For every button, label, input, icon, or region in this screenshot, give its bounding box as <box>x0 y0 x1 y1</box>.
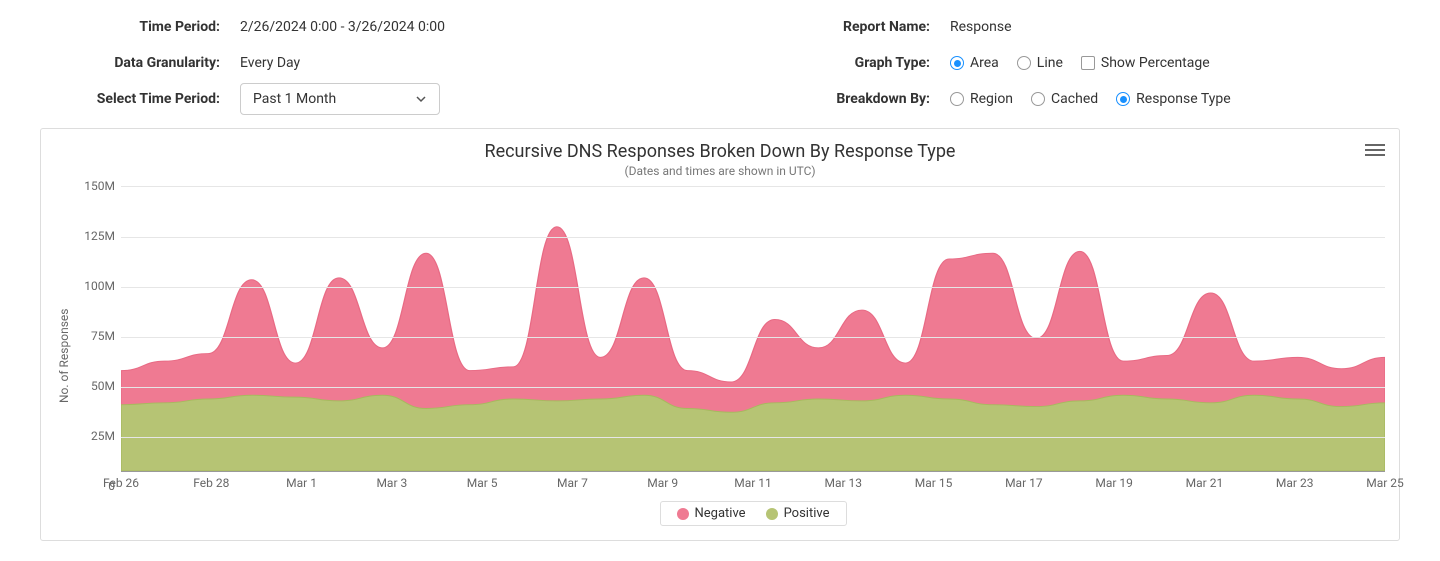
chart-legend: Negative Positive <box>660 501 847 526</box>
x-axis-labels: Feb 26Feb 28Mar 1Mar 3Mar 5Mar 7Mar 9Mar… <box>121 476 1385 495</box>
gridline <box>121 237 1385 238</box>
radio-icon <box>1031 92 1045 106</box>
x-tick-label: Feb 26 <box>103 476 139 490</box>
controls-panel: Time Period: 2/26/2024 0:00 - 3/26/2024 … <box>40 10 1400 118</box>
breakdown-response-type[interactable]: Response Type <box>1116 91 1230 107</box>
breakdown-label: Breakdown By: <box>750 91 950 107</box>
option-label: Area <box>970 55 999 71</box>
y-tick-label: 25M <box>91 429 115 443</box>
x-tick-label: Mar 25 <box>1366 476 1404 490</box>
granularity-label: Data Granularity: <box>40 55 240 71</box>
time-period-label: Time Period: <box>40 19 240 35</box>
x-tick-label: Mar 19 <box>1095 476 1133 490</box>
report-name-value: Response <box>950 19 1012 35</box>
chart-card: Recursive DNS Responses Broken Down By R… <box>40 128 1400 541</box>
x-tick-label: Mar 13 <box>825 476 863 490</box>
option-label: Show Percentage <box>1101 55 1210 71</box>
radio-icon <box>950 92 964 106</box>
x-tick-label: Mar 21 <box>1186 476 1224 490</box>
x-tick-label: Mar 7 <box>557 476 588 490</box>
gridline <box>121 437 1385 438</box>
select-period-value: Past 1 Month <box>253 91 336 107</box>
time-period-value: 2/26/2024 0:00 - 3/26/2024 0:00 <box>240 19 445 35</box>
legend-item-negative[interactable]: Negative <box>677 506 746 521</box>
option-label: Cached <box>1051 91 1098 107</box>
gridline <box>121 337 1385 338</box>
x-tick-label: Mar 11 <box>734 476 772 490</box>
x-tick-label: Mar 3 <box>376 476 407 490</box>
radio-icon <box>1116 92 1130 106</box>
graph-type-show-percentage[interactable]: Show Percentage <box>1081 55 1210 71</box>
graph-type-line[interactable]: Line <box>1017 55 1063 71</box>
y-tick-label: 75M <box>91 329 115 343</box>
y-tick-label: 100M <box>84 279 115 293</box>
chart-areas <box>121 187 1385 471</box>
select-period-label: Select Time Period: <box>40 91 240 107</box>
controls-right: Report Name: Response Graph Type: Area Li… <box>750 10 1400 118</box>
legend-label: Negative <box>695 506 746 521</box>
y-tick-label: 125M <box>84 229 115 243</box>
x-tick-label: Feb 28 <box>193 476 229 490</box>
x-tick-label: Mar 9 <box>647 476 678 490</box>
breakdown-region[interactable]: Region <box>950 91 1013 107</box>
legend-swatch <box>766 508 778 520</box>
breakdown-cached[interactable]: Cached <box>1031 91 1098 107</box>
y-axis-title: No. of Responses <box>55 216 73 496</box>
option-label: Region <box>970 91 1013 107</box>
graph-type-label: Graph Type: <box>750 55 950 71</box>
radio-icon <box>950 56 964 70</box>
x-tick-label: Mar 15 <box>915 476 953 490</box>
x-tick-label: Mar 23 <box>1276 476 1314 490</box>
granularity-value: Every Day <box>240 55 300 71</box>
y-tick-label: 150M <box>84 179 115 193</box>
graph-type-area[interactable]: Area <box>950 55 999 71</box>
gridline <box>121 387 1385 388</box>
y-axis-labels: 025M50M75M100M125M150M <box>73 186 121 486</box>
select-period-dropdown[interactable]: Past 1 Month <box>240 83 440 115</box>
breakdown-options: Region Cached Response Type <box>950 91 1231 107</box>
option-label: Response Type <box>1136 91 1230 107</box>
controls-left: Time Period: 2/26/2024 0:00 - 3/26/2024 … <box>40 10 690 118</box>
legend-swatch <box>677 508 689 520</box>
chart-title: Recursive DNS Responses Broken Down By R… <box>55 141 1385 162</box>
radio-icon <box>1017 56 1031 70</box>
chart-stage: No. of Responses 025M50M75M100M125M150M … <box>55 186 1385 526</box>
chart-subtitle: (Dates and times are shown in UTC) <box>55 164 1385 178</box>
x-tick-label: Mar 1 <box>286 476 317 490</box>
checkbox-icon <box>1081 56 1095 70</box>
y-tick-label: 50M <box>91 379 115 393</box>
legend-item-positive[interactable]: Positive <box>766 506 830 521</box>
graph-type-options: Area Line Show Percentage <box>950 55 1210 71</box>
x-tick-label: Mar 5 <box>467 476 498 490</box>
chart-plot[interactable] <box>121 186 1385 472</box>
x-tick-label: Mar 17 <box>1005 476 1043 490</box>
chart-menu-icon[interactable] <box>1365 141 1385 157</box>
report-name-label: Report Name: <box>750 19 950 35</box>
legend-label: Positive <box>784 506 830 521</box>
option-label: Line <box>1037 55 1063 71</box>
gridline <box>121 287 1385 288</box>
chevron-down-icon <box>415 93 427 105</box>
